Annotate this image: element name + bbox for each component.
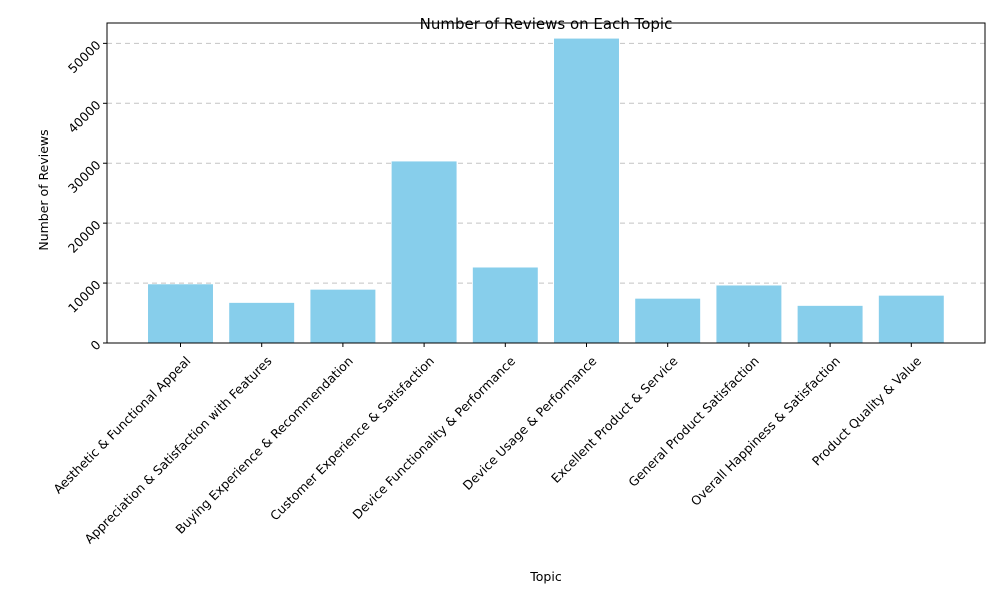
y-tick-label: 30000 (65, 157, 104, 196)
bar (878, 295, 944, 343)
gridlines (107, 42, 985, 284)
x-tick-label: Aesthetic & Functional Appeal (50, 353, 193, 496)
y-tick-label: 10000 (65, 277, 104, 316)
x-tick-label: Device Functionality & Performance (349, 353, 518, 522)
y-tick-label: 0 (87, 337, 103, 353)
x-tick-label: General Product Satisfaction (625, 353, 761, 489)
bar (554, 38, 619, 343)
x-axis-ticks: Aesthetic & Functional AppealAppreciatio… (50, 343, 924, 546)
y-tick-label: 50000 (65, 37, 104, 76)
bar (716, 285, 782, 343)
y-axis-ticks: 0 10000 20000 30000 40000 50000 (65, 37, 107, 353)
chart-title: Number of Reviews on Each Topic (420, 15, 673, 33)
x-tick-label: Buying Experience & Recommendation (172, 353, 355, 536)
bar (310, 289, 376, 343)
plot-frame (106, 22, 986, 344)
y-axis-label: Number of Reviews (36, 129, 51, 250)
bar (472, 267, 538, 343)
x-tick-label: Customer Experience & Satisfaction (267, 353, 437, 523)
y-tick-label: 20000 (65, 217, 104, 256)
bar (797, 305, 863, 343)
x-tick-label: Overall Happiness & Satisfaction (688, 353, 843, 508)
bar (391, 161, 457, 343)
x-tick-label: Appreciation & Satisfaction with Feature… (81, 353, 274, 546)
x-axis-label: Topic (529, 569, 562, 584)
y-tick-label: 40000 (65, 97, 104, 136)
x-tick-label: Device Usage & Performance (460, 353, 600, 493)
bar (148, 284, 213, 343)
bar (635, 298, 701, 343)
bar (229, 302, 295, 343)
bars (148, 38, 944, 343)
